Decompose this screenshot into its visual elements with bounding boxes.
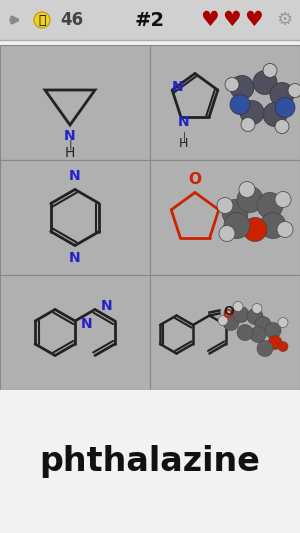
Circle shape [263, 63, 277, 77]
Text: ♥: ♥ [201, 10, 219, 30]
Text: N: N [69, 169, 81, 183]
Circle shape [225, 77, 239, 92]
Circle shape [230, 94, 250, 115]
Text: H: H [179, 137, 189, 150]
Circle shape [34, 12, 50, 28]
Circle shape [278, 342, 288, 351]
Circle shape [247, 309, 263, 325]
Circle shape [277, 222, 293, 238]
Text: N: N [64, 129, 76, 143]
Circle shape [257, 341, 273, 357]
Circle shape [275, 98, 295, 117]
Text: N: N [171, 80, 183, 94]
Text: N: N [178, 115, 190, 129]
Circle shape [275, 191, 291, 207]
Bar [150, 275, 300, 390]
Circle shape [275, 119, 289, 133]
Circle shape [278, 318, 288, 327]
Bar [150, 45, 300, 160]
Text: N: N [101, 300, 112, 313]
Text: N: N [69, 252, 81, 265]
Circle shape [243, 217, 267, 241]
Circle shape [288, 84, 300, 98]
Circle shape [237, 187, 263, 213]
Text: N: N [81, 317, 93, 331]
Circle shape [219, 225, 235, 241]
Circle shape [218, 316, 228, 326]
Text: ♥: ♥ [223, 10, 242, 30]
Circle shape [255, 317, 271, 333]
Bar [150, 160, 300, 275]
Text: phthalazine: phthalazine [40, 445, 260, 478]
Circle shape [257, 192, 283, 219]
Circle shape [233, 306, 249, 322]
Circle shape [217, 198, 233, 214]
Text: 46: 46 [60, 11, 83, 29]
Circle shape [268, 335, 282, 350]
Circle shape [224, 213, 250, 238]
Text: #2: #2 [135, 11, 165, 29]
Text: H: H [65, 146, 75, 160]
Bar [0, 45, 150, 160]
Circle shape [241, 117, 255, 132]
Circle shape [270, 83, 294, 107]
Circle shape [253, 70, 277, 94]
Bar [0, 275, 150, 390]
Circle shape [260, 213, 286, 238]
Text: O: O [224, 305, 234, 318]
Text: ♥: ♥ [244, 10, 263, 30]
Circle shape [265, 322, 281, 338]
Circle shape [222, 199, 248, 225]
Circle shape [237, 325, 253, 341]
Text: O: O [188, 172, 202, 187]
Bar [0, 160, 150, 275]
Circle shape [252, 303, 262, 313]
Bar [0, 390, 300, 533]
Text: O: O [223, 308, 233, 321]
Circle shape [240, 101, 264, 125]
Circle shape [230, 76, 254, 100]
Circle shape [250, 327, 266, 343]
Circle shape [223, 314, 239, 330]
Text: 💡: 💡 [38, 13, 46, 27]
Bar [0, 0, 300, 40]
Text: |: | [182, 132, 185, 142]
Circle shape [263, 102, 287, 126]
Text: |: | [68, 140, 72, 150]
Text: ⚙: ⚙ [276, 11, 292, 29]
Circle shape [233, 302, 243, 311]
Circle shape [239, 182, 255, 198]
